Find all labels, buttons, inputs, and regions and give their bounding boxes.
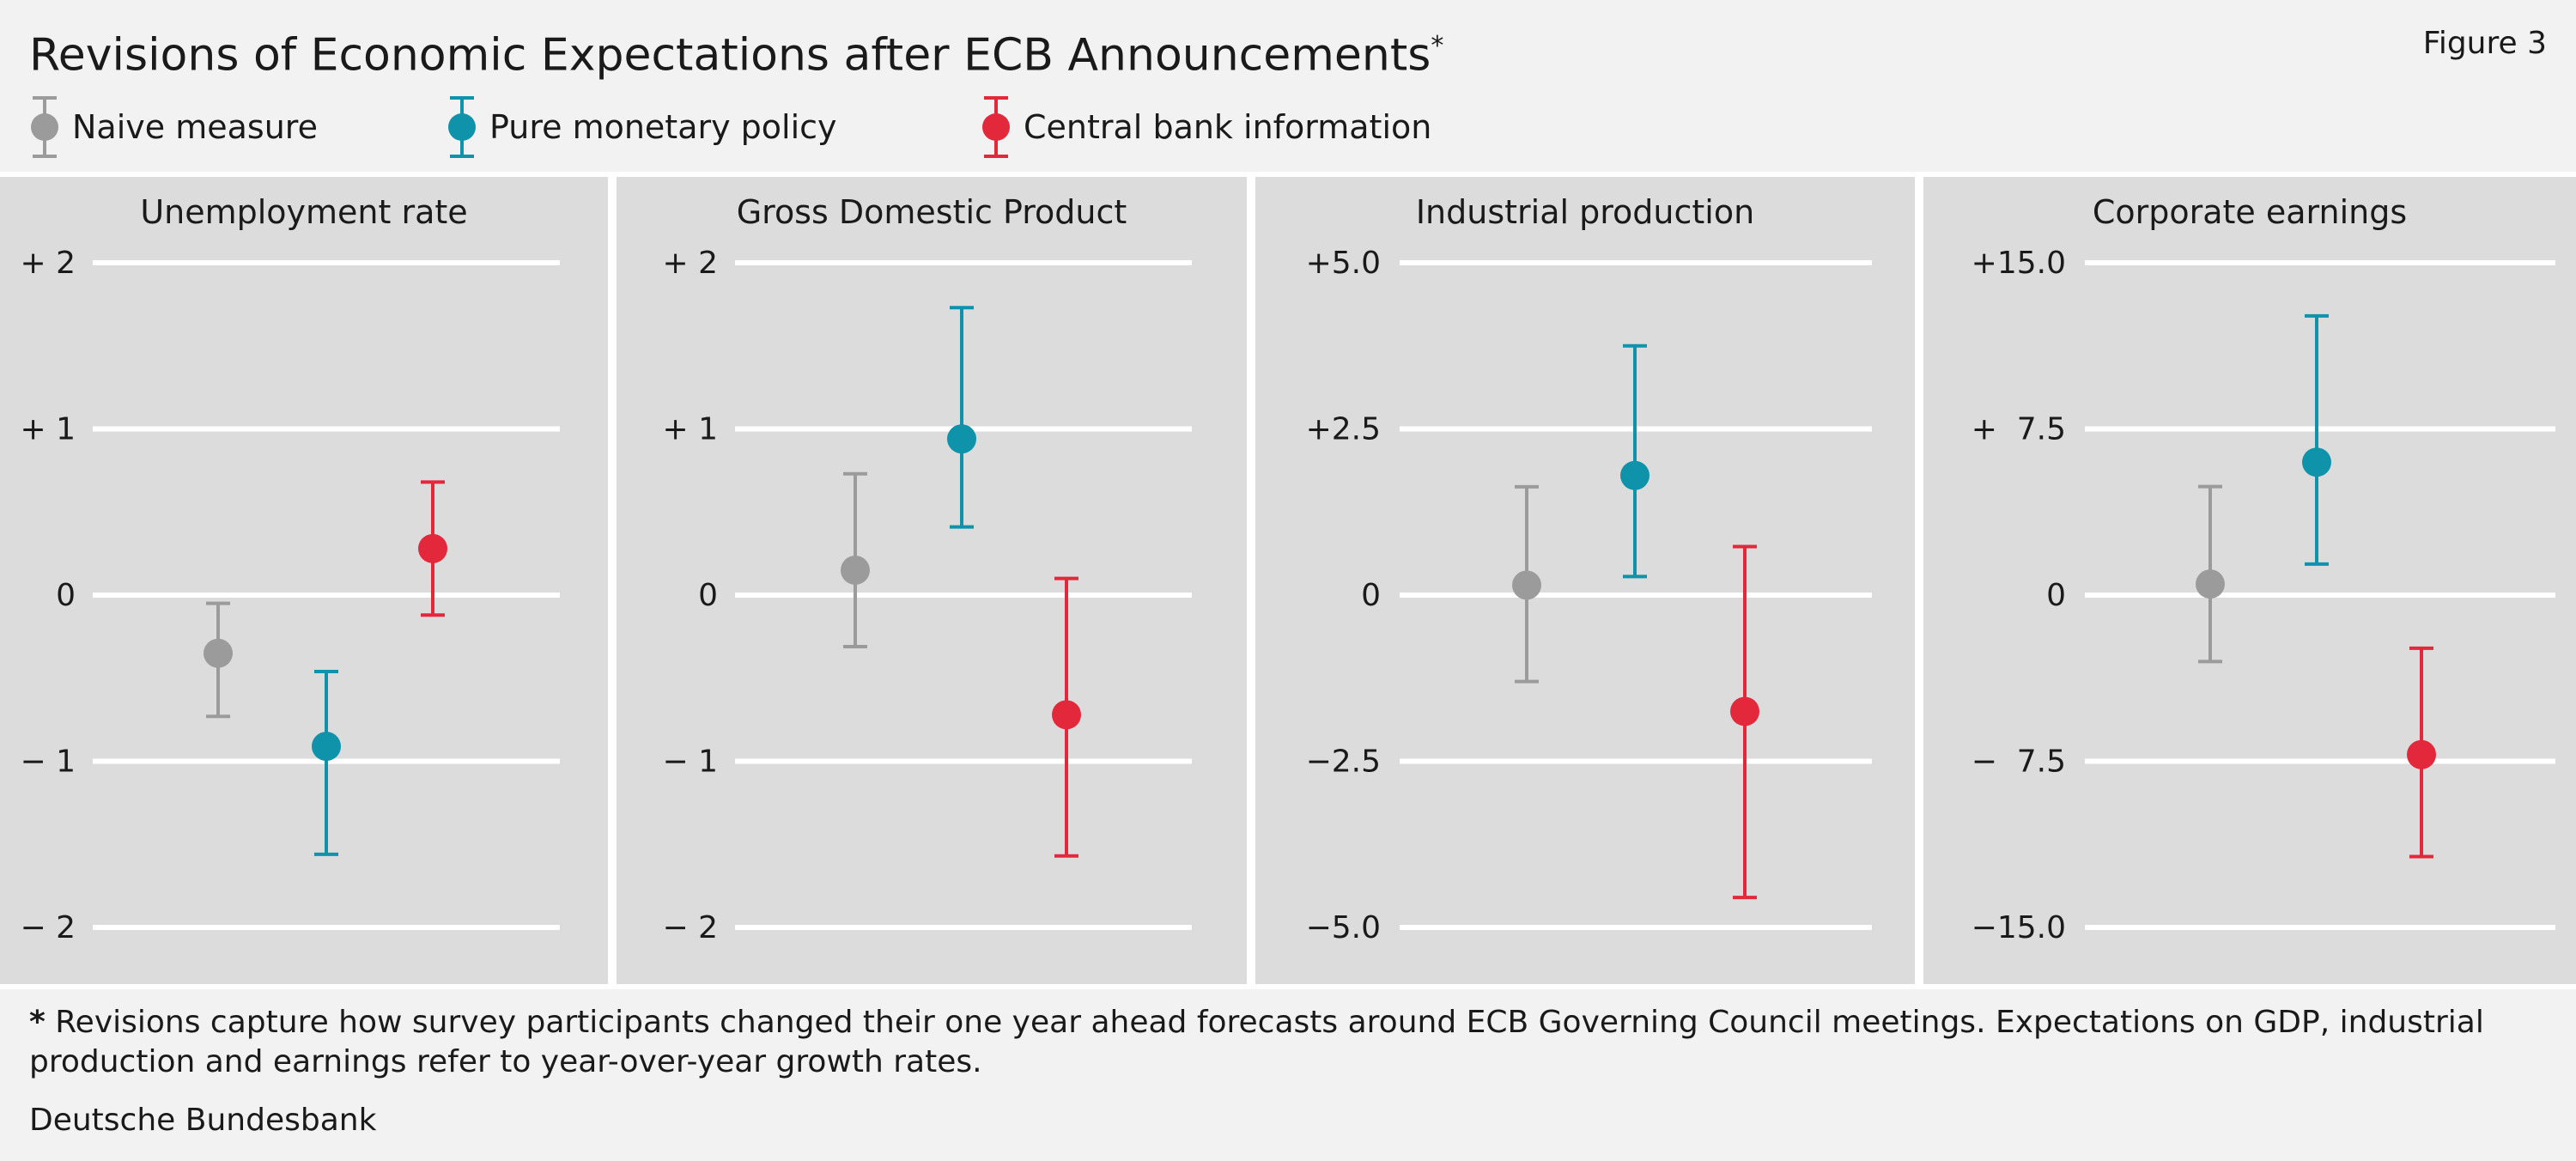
panel-2-point-0 xyxy=(1512,570,1541,600)
panel-1-tick-label-4: − 2 xyxy=(662,910,718,945)
panel-1-background xyxy=(617,177,1247,984)
title-row: Revisions of Economic Expectations after… xyxy=(29,15,2547,81)
panel-2-background xyxy=(1255,177,1915,984)
legend-label-central-bank: Central bank information xyxy=(1024,108,1432,146)
panel-3-tick-label-4: −15.0 xyxy=(1971,910,2066,945)
panels-svg: Unemployment rate + 2 + 1 0 − 1 − 2 Gross Dome… xyxy=(0,177,2576,984)
panel-3-point-0 xyxy=(2196,569,2225,599)
panel-0-point-0 xyxy=(204,638,233,668)
panel-1-point-0 xyxy=(841,555,870,585)
chart-title-text: Revisions of Economic Expectations after… xyxy=(29,29,1431,82)
panel-2-tick-label-4: −5.0 xyxy=(1306,910,1381,945)
panel-0-tick-label-1: + 1 xyxy=(20,412,76,447)
legend-label-pure-monetary: Pure monetary policy xyxy=(489,108,837,146)
legend-marker-central-bank-icon xyxy=(982,96,1010,158)
source-credit: Deutsche Bundesbank xyxy=(29,1103,377,1138)
panel-1-title: Gross Domestic Product xyxy=(737,193,1127,231)
legend-marker-naive-icon xyxy=(31,96,58,158)
panel-2-point-1 xyxy=(1620,460,1649,490)
panel-3-title: Corporate earnings xyxy=(2093,193,2407,231)
panel-1-point-1 xyxy=(947,424,976,454)
panel-3-tick-label-3: − 7.5 xyxy=(1971,745,2066,780)
legend-label-naive: Naive measure xyxy=(72,108,318,146)
panel-2-tick-label-1: +2.5 xyxy=(1306,412,1381,447)
panel-0-tick-label-0: + 2 xyxy=(20,246,76,281)
panel-3-tick-label-1: + 7.5 xyxy=(1971,412,2066,447)
panel-0-title: Unemployment rate xyxy=(140,193,467,231)
panel-3-point-1 xyxy=(2302,447,2331,477)
panel-1-tick-label-3: − 1 xyxy=(662,745,718,780)
panel-2-tick-label-2: 0 xyxy=(1361,578,1381,613)
panel-1-tick-label-2: 0 xyxy=(698,578,718,613)
panel-3-background xyxy=(1923,177,2576,984)
figure-label: Figure 3 xyxy=(2422,26,2547,61)
panel-1-point-2 xyxy=(1052,700,1081,730)
panel-3-tick-label-0: +15.0 xyxy=(1971,246,2066,281)
panel-1-tick-label-1: + 1 xyxy=(662,412,718,447)
chart-panels: Unemployment rate + 2 + 1 0 − 1 − 2 Gross Dome… xyxy=(0,172,2576,989)
panel-0-point-2 xyxy=(418,533,447,563)
legend-marker-pure-monetary-icon xyxy=(448,96,476,158)
panel-1-tick-label-0: + 2 xyxy=(662,246,718,281)
panel-0-background xyxy=(0,177,608,984)
panel-3-tick-label-2: 0 xyxy=(2046,578,2066,613)
panel-0-point-1 xyxy=(312,732,341,762)
panel-2-title: Industrial production xyxy=(1416,193,1754,231)
panel-2-tick-label-3: −2.5 xyxy=(1306,745,1381,780)
title-footnote-marker: * xyxy=(1431,31,1444,61)
legend: Naive measure Pure monetary policy Centr… xyxy=(26,94,1743,160)
panel-0-tick-label-3: − 1 xyxy=(20,745,76,780)
panel-3-point-2 xyxy=(2407,739,2436,769)
chart-title: Revisions of Economic Expectations after… xyxy=(29,15,1443,86)
footnote: * Revisions capture how survey participa… xyxy=(29,1003,2554,1082)
footnote-text: Revisions capture how survey participant… xyxy=(29,1005,2484,1079)
footnote-marker: * xyxy=(29,1005,46,1040)
panel-2-tick-label-0: +5.0 xyxy=(1306,246,1381,281)
panel-0-tick-label-2: 0 xyxy=(56,578,76,613)
panel-2-point-2 xyxy=(1730,696,1759,726)
panel-0-tick-label-4: − 2 xyxy=(20,910,76,945)
